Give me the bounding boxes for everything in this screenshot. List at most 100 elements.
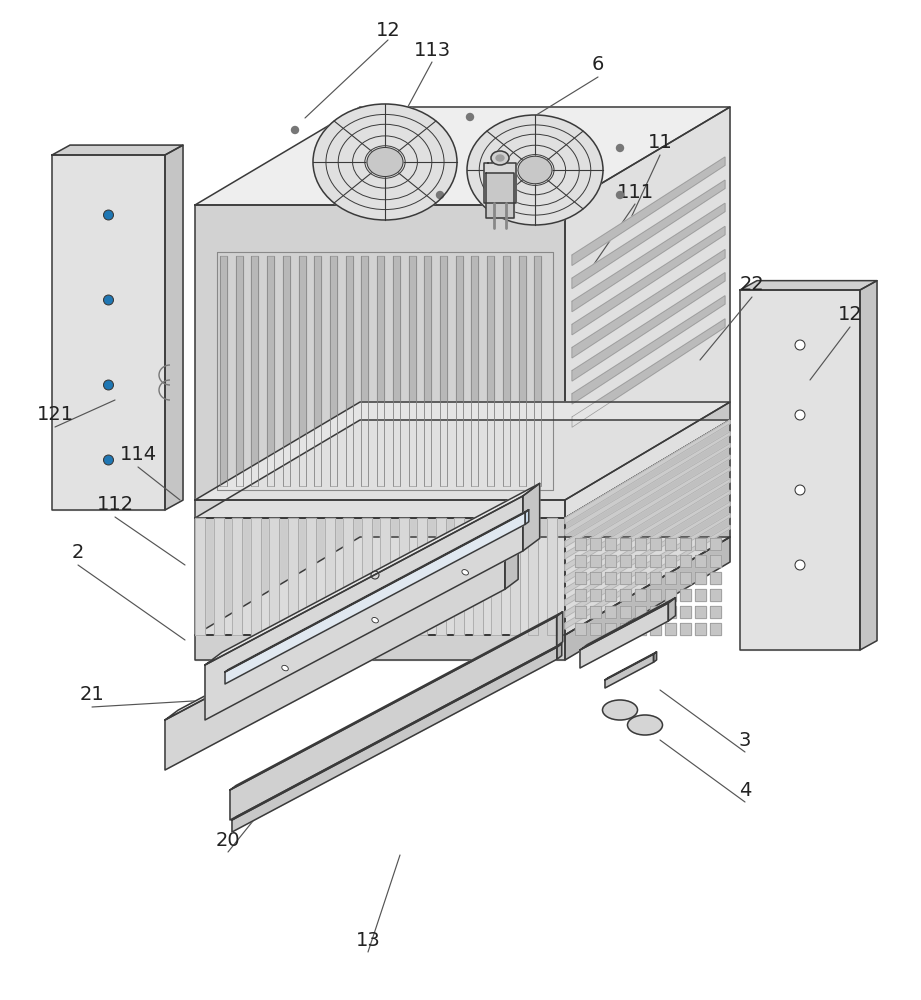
Polygon shape [165, 529, 519, 720]
Polygon shape [860, 281, 877, 650]
Ellipse shape [103, 210, 113, 220]
Polygon shape [565, 402, 730, 518]
Ellipse shape [795, 560, 805, 570]
Polygon shape [314, 256, 321, 486]
Circle shape [437, 192, 444, 198]
Ellipse shape [461, 570, 469, 575]
Polygon shape [572, 296, 725, 404]
Polygon shape [605, 623, 616, 635]
Polygon shape [565, 420, 730, 635]
Circle shape [616, 192, 624, 198]
Polygon shape [580, 598, 675, 650]
Polygon shape [195, 537, 730, 635]
Circle shape [103, 455, 113, 465]
Text: 12: 12 [837, 306, 862, 324]
Polygon shape [695, 555, 706, 567]
Polygon shape [232, 647, 557, 832]
Polygon shape [230, 616, 556, 820]
Polygon shape [509, 518, 519, 635]
Polygon shape [195, 518, 205, 635]
Polygon shape [195, 500, 565, 518]
Circle shape [103, 380, 113, 390]
Polygon shape [572, 249, 725, 358]
Ellipse shape [371, 571, 379, 579]
Polygon shape [635, 589, 646, 601]
Polygon shape [225, 510, 529, 672]
Polygon shape [425, 256, 431, 486]
Polygon shape [534, 256, 542, 486]
Polygon shape [590, 589, 601, 601]
Circle shape [371, 571, 379, 579]
Polygon shape [635, 555, 646, 567]
Text: 111: 111 [616, 182, 654, 202]
Polygon shape [503, 256, 510, 486]
Ellipse shape [372, 617, 379, 623]
Text: 121: 121 [37, 406, 74, 424]
Polygon shape [590, 555, 601, 567]
Polygon shape [456, 256, 462, 486]
Ellipse shape [795, 410, 805, 420]
Polygon shape [605, 654, 654, 688]
Polygon shape [680, 623, 691, 635]
Polygon shape [523, 483, 540, 551]
Polygon shape [572, 226, 725, 335]
Polygon shape [740, 281, 877, 290]
Polygon shape [565, 502, 730, 606]
Polygon shape [635, 572, 646, 584]
Polygon shape [620, 555, 631, 567]
Polygon shape [665, 538, 676, 550]
Circle shape [103, 295, 113, 305]
Polygon shape [195, 420, 730, 518]
Polygon shape [590, 623, 601, 635]
Ellipse shape [103, 455, 113, 465]
Polygon shape [409, 256, 415, 486]
Polygon shape [324, 518, 334, 635]
Polygon shape [605, 572, 616, 584]
Polygon shape [491, 518, 501, 635]
Polygon shape [740, 290, 860, 650]
Text: 114: 114 [120, 446, 157, 464]
Polygon shape [590, 606, 601, 618]
Polygon shape [605, 538, 616, 550]
Polygon shape [695, 606, 706, 618]
Polygon shape [695, 623, 706, 635]
Polygon shape [565, 455, 730, 559]
Polygon shape [565, 479, 730, 582]
Polygon shape [665, 572, 676, 584]
Polygon shape [572, 203, 725, 312]
Polygon shape [680, 589, 691, 601]
Circle shape [103, 295, 113, 305]
Polygon shape [710, 538, 721, 550]
Polygon shape [343, 518, 353, 635]
Ellipse shape [103, 380, 113, 390]
Polygon shape [487, 256, 495, 486]
Polygon shape [695, 538, 706, 550]
Polygon shape [565, 525, 730, 629]
Circle shape [103, 210, 113, 220]
Polygon shape [572, 157, 725, 265]
Polygon shape [650, 589, 661, 601]
Polygon shape [557, 644, 562, 659]
Polygon shape [267, 256, 274, 486]
Polygon shape [486, 173, 514, 218]
Polygon shape [635, 538, 646, 550]
Polygon shape [205, 483, 540, 665]
Text: 13: 13 [356, 930, 380, 950]
Polygon shape [565, 432, 730, 536]
Ellipse shape [795, 485, 805, 495]
Polygon shape [472, 518, 483, 635]
Polygon shape [620, 538, 631, 550]
Polygon shape [380, 518, 391, 635]
Polygon shape [236, 256, 243, 486]
Polygon shape [620, 572, 631, 584]
Polygon shape [580, 603, 669, 668]
Polygon shape [572, 180, 725, 289]
Ellipse shape [602, 700, 637, 720]
Text: 22: 22 [740, 275, 764, 294]
Text: 112: 112 [97, 495, 134, 514]
Polygon shape [251, 256, 259, 486]
Polygon shape [454, 518, 464, 635]
Circle shape [103, 380, 113, 390]
Circle shape [467, 113, 473, 120]
Polygon shape [528, 518, 538, 635]
